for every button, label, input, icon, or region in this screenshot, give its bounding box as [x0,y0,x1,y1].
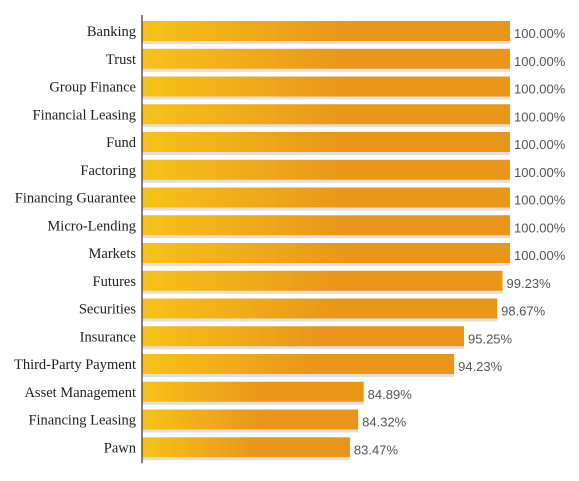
bar-shadow [142,206,510,211]
value-label: 98.67% [501,304,546,319]
bar-shadow [142,95,510,100]
bar [142,381,364,402]
bar-shadow [142,151,510,155]
bar-shadow [142,234,510,239]
bar-shadow [142,178,510,183]
category-label: Markets [88,246,136,262]
bar-shadow [142,289,503,294]
bar [142,48,510,69]
value-label: 94.23% [458,359,503,374]
bar-shadow [142,456,350,461]
bar [142,437,350,458]
value-label: 84.32% [362,415,407,430]
bar-shadow [142,40,510,44]
category-label: Futures [93,274,137,290]
category-label: Fund [106,135,137,151]
category-label: Securities [79,302,137,318]
category-label: Insurance [80,329,136,345]
bar [142,187,510,208]
bar [142,409,359,430]
bar [142,159,510,180]
bar [142,132,510,152]
bar-shadow [142,67,510,72]
bar-shadow [142,317,498,322]
value-label: 95.25% [468,331,513,346]
bar-shadow [142,345,464,350]
value-label: 100.00% [514,193,566,208]
category-label: Trust [106,52,136,68]
category-label: Group Finance [49,80,136,96]
bar [142,76,510,97]
bar [142,243,510,263]
bar [142,215,510,236]
category-labels-group: Banking Trust Group Finance Financial Leasi… [14,24,137,456]
value-label: 100.00% [514,54,566,69]
category-label: Banking [87,24,136,40]
category-label: Third-Party Payment [14,357,136,373]
category-label: Asset Management [24,385,136,401]
bar [142,354,455,374]
value-label: 83.47% [354,442,399,457]
category-label: Factoring [80,163,136,179]
value-label: 99.23% [507,276,552,291]
bar-shadow [142,400,364,405]
bar-shadow [142,123,510,128]
category-label: Financing Guarantee [15,191,136,207]
value-label: 100.00% [514,109,566,124]
value-label: 100.00% [514,26,566,41]
bars-group [142,21,510,461]
bar [142,298,498,319]
bar-shadow [142,428,359,433]
bar [142,21,510,41]
category-label: Pawn [104,440,137,456]
value-label: 84.89% [368,387,413,402]
value-label: 100.00% [514,82,566,97]
bar [142,326,464,347]
value-label: 100.00% [514,220,566,235]
bar [142,104,510,125]
category-label: Micro-Lending [47,218,136,234]
value-labels-group: 100.00% 100.00% 100.00% 100.00% 100.00% 100.0… [354,26,566,457]
value-label: 100.00% [514,165,566,180]
bar-shadow [142,262,510,266]
value-label: 100.00% [514,137,566,152]
category-label: Financial Leasing [33,107,136,123]
bar-shadow [142,373,455,377]
category-label: Financing Leasing [28,413,136,429]
bar [142,270,503,291]
value-label: 100.00% [514,248,566,263]
